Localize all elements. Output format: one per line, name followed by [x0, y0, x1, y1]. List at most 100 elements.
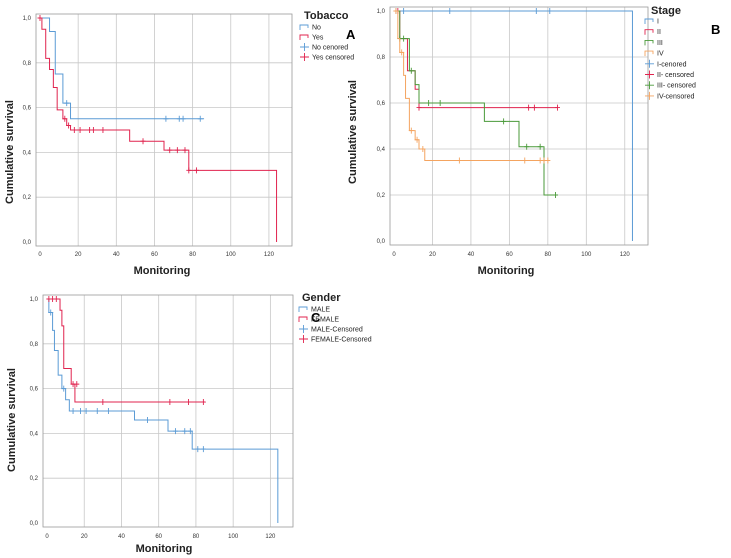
panel-b-xtick-0: 0: [392, 252, 396, 258]
panel-c-legend-swatch-1: [298, 316, 308, 322]
panel-a-censor-mark-yes-8: [140, 138, 146, 145]
panel-a-xtick-120: 120: [264, 252, 275, 258]
panel-c-legend-title: Gender: [302, 292, 341, 304]
panel-c-ytick-0: 0,0: [30, 521, 39, 527]
panel-c-xtick-100: 100: [228, 534, 239, 540]
panel-c-ytick-3: 0,6: [30, 387, 39, 393]
panel-b-legend-swatch-5: [645, 70, 654, 79]
panel-c-xtick-40: 40: [118, 534, 125, 540]
panel-b-xlabel: Monitoring: [478, 265, 535, 277]
panel-c-censor-mark-male-2: [70, 408, 76, 414]
panel-c-censor-mark-male-12: [200, 446, 206, 453]
panel-c-censor-mark-female-8: [200, 399, 206, 406]
panel-b-series: [393, 8, 633, 241]
panel-b-xtick-80: 80: [545, 252, 552, 258]
panel-c-ticks: 0 20 40 60 80 100 120 0,0 0,2 0,4 0,6 0,8 1,0: [30, 297, 276, 540]
panel-b-letter: B: [711, 22, 720, 37]
panel-a-censor-mark-yes-11: [182, 147, 188, 154]
panel-c-ylabel: Cumulative survival: [6, 368, 18, 472]
panel-c-censor-mark-male-5: [94, 408, 100, 414]
panel-a-xtick-40: 40: [113, 252, 120, 258]
panel-c-censor-mark-male-1: [61, 385, 67, 392]
panel-b-legend-label-0: I: [657, 19, 659, 26]
panel-a-series: [37, 15, 278, 242]
panel-c-ytick-1: 0,2: [30, 476, 39, 482]
panel-b-legend-label-5: II- censored: [657, 72, 694, 79]
panel-a-censor-mark-no-0: [64, 100, 70, 107]
panel-c-xlabel: Monitoring: [136, 543, 193, 555]
panel-c-legend-swatch-0: [298, 306, 308, 312]
panel-b-legend-swatch-4: [645, 59, 654, 68]
panel-b-ticks: 0 20 40 60 80 100 120 0,0 0,2 0,4 0,6 0,8 1,0: [377, 9, 631, 258]
panel-a-censor-mark-yes-13: [193, 167, 199, 174]
panel-b-censor-mark-iv-1: [399, 49, 405, 56]
panel-a-censor-mark-yes-12: [186, 167, 192, 174]
panel-a-xtick-0: 0: [38, 252, 42, 258]
panel-b-censor-mark-iv-5: [456, 157, 462, 164]
panel-a-ytick-2: 0,4: [23, 150, 32, 156]
panel-b-ytick-5: 1,0: [377, 9, 386, 15]
panel-a-ytick-5: 1,0: [23, 16, 32, 22]
panel-b-xtick-20: 20: [429, 252, 436, 258]
panel-a-censor-mark-yes-1: [62, 115, 68, 122]
panel-a-censor-mark-yes-3: [71, 127, 77, 133]
panel-a-series-no-line: [40, 17, 205, 120]
panel-a-censor-mark-yes-7: [100, 127, 106, 133]
panel-c-censor-mark-male-8: [172, 428, 178, 435]
panel-b-legend-title: Stage: [651, 5, 681, 17]
panel-b-censor-mark-i-1: [401, 8, 407, 14]
panel-b-legend-swatch-0: [644, 18, 654, 24]
panel-c-legend-label-2: MALE-Censored: [311, 327, 363, 334]
panel-b-legend-label-4: I-cenored: [657, 61, 687, 68]
panel-a-xtick-20: 20: [75, 252, 82, 258]
panel-c-censor-mark-male-10: [187, 428, 193, 435]
panel-c-legend-label-1: FEMALE: [311, 317, 339, 324]
panel-b-ytick-4: 0,8: [377, 55, 386, 61]
panel-b-censor-mark-iii-1: [401, 35, 407, 42]
panel-b-legend-swatch-2: [644, 39, 654, 46]
panel-b-ylabel: Cumulative survival: [347, 80, 359, 184]
panel-c-ytick-5: 1,0: [30, 297, 39, 303]
panel-b-ytick-1: 0,2: [377, 193, 386, 199]
panel-b-xtick-120: 120: [620, 252, 631, 258]
panel-c-legend: MALE FEMALE MALE-Censored FEMALE-Censored: [298, 306, 372, 344]
panel-b-legend-swatch-7: [645, 91, 654, 100]
panel-a-xtick-80: 80: [189, 252, 196, 258]
panel-a-ticks: 0 20 40 60 80 100 120 0,0 0,2 0,4 0,6 0,8 1,0: [23, 16, 275, 258]
panel-c-censor-mark-female-4: [74, 381, 80, 388]
panel-b-censor-mark-iii-4: [437, 100, 443, 106]
panel-b-xtick-40: 40: [468, 252, 475, 258]
panel-c-censor-mark-female-7: [185, 399, 191, 406]
panel-c-xtick-20: 20: [81, 534, 88, 540]
panel-a-censor-mark-no-3: [180, 115, 186, 122]
panel-a-legend-label-0: No: [312, 25, 321, 32]
panel-a-legend-label-1: Yes: [312, 35, 324, 42]
panel-c-chart: 0 20 40 60 80 100 120 0,0 0,2 0,4 0,6 0,8 1,0 Monito…: [6, 292, 372, 555]
panel-c-legend-label-0: MALE: [311, 307, 330, 314]
panel-a-legend-swatch-1: [299, 34, 309, 40]
panel-b-legend-swatch-1: [644, 29, 654, 35]
panel-a-censor-mark-yes-9: [167, 147, 173, 154]
panel-c-censor-mark-male-11: [195, 446, 201, 453]
panel-b-xtick-100: 100: [581, 252, 592, 258]
panel-a-legend-title: Tobacco: [304, 10, 349, 22]
panel-b-censor-mark-iii-7: [537, 143, 543, 150]
panel-b-censor-mark-iv-0: [393, 8, 399, 14]
panel-a-ytick-1: 0,2: [23, 195, 32, 201]
panel-c-series-female-line: [47, 298, 206, 403]
panel-c-legend-label-3: FEMALE-Censored: [311, 337, 372, 344]
panel-b-ytick-3: 0,6: [377, 101, 386, 107]
panel-a-censor-mark-yes-2: [66, 122, 72, 129]
panel-b-censor-mark-ii-4: [554, 104, 560, 111]
panel-a-censor-mark-yes-10: [174, 147, 180, 154]
panel-b-legend-swatch-3: [644, 50, 654, 57]
panel-c-legend-swatch-3: [299, 335, 308, 343]
panel-c-censor-mark-female-5: [100, 399, 106, 406]
panel-b-legend-label-6: III- censored: [657, 83, 696, 90]
panel-b-series-iv-line: [394, 10, 550, 161]
panel-b-censor-mark-i-4: [547, 8, 553, 14]
panel-a-censor-mark-no-4: [197, 115, 203, 122]
panel-c-frame: [42, 294, 294, 528]
panel-b-legend-swatch-6: [645, 81, 654, 90]
